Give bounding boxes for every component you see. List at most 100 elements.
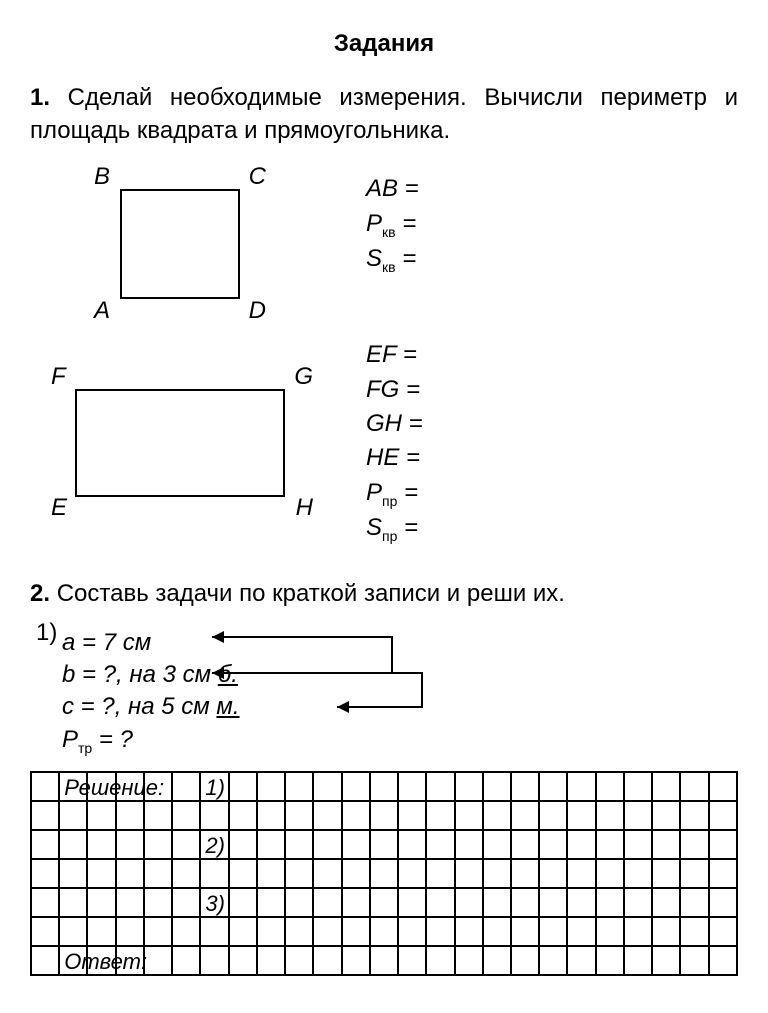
grid-cell[interactable]	[229, 917, 257, 946]
grid-cell[interactable]	[31, 801, 59, 830]
grid-cell[interactable]	[596, 888, 624, 917]
grid-cell[interactable]	[426, 888, 454, 917]
grid-cell[interactable]	[87, 801, 115, 830]
grid-cell[interactable]	[116, 917, 144, 946]
grid-cell[interactable]	[596, 946, 624, 975]
grid-cell[interactable]	[313, 772, 341, 801]
grid-cell[interactable]	[426, 830, 454, 859]
grid-cell[interactable]	[596, 859, 624, 888]
grid-cell[interactable]	[567, 772, 595, 801]
grid-cell[interactable]	[652, 801, 680, 830]
grid-cell[interactable]	[652, 859, 680, 888]
grid-cell[interactable]	[624, 830, 652, 859]
grid-cell[interactable]	[172, 946, 200, 975]
grid-cell[interactable]	[370, 801, 398, 830]
grid-cell[interactable]	[172, 772, 200, 801]
grid-cell[interactable]: 1)	[200, 772, 228, 801]
grid-cell[interactable]	[539, 830, 567, 859]
grid-cell[interactable]	[87, 859, 115, 888]
grid-cell[interactable]	[483, 917, 511, 946]
grid-cell[interactable]	[144, 801, 172, 830]
grid-cell[interactable]	[511, 801, 539, 830]
grid-cell[interactable]	[342, 888, 370, 917]
grid-cell[interactable]	[709, 888, 737, 917]
grid-cell[interactable]	[567, 946, 595, 975]
grid-cell[interactable]	[680, 888, 708, 917]
grid-cell[interactable]	[398, 888, 426, 917]
grid-cell[interactable]	[144, 888, 172, 917]
grid-cell[interactable]	[172, 830, 200, 859]
grid-cell[interactable]	[370, 830, 398, 859]
grid-cell[interactable]	[313, 859, 341, 888]
grid-cell[interactable]	[539, 859, 567, 888]
grid-cell[interactable]	[285, 772, 313, 801]
grid-cell[interactable]	[116, 859, 144, 888]
grid-cell[interactable]	[680, 830, 708, 859]
grid-cell[interactable]	[370, 859, 398, 888]
grid-cell[interactable]	[567, 859, 595, 888]
grid-cell[interactable]	[257, 888, 285, 917]
grid-cell[interactable]	[200, 859, 228, 888]
grid-cell[interactable]	[229, 801, 257, 830]
grid-cell[interactable]	[483, 859, 511, 888]
grid-cell[interactable]	[257, 946, 285, 975]
grid-cell[interactable]	[539, 917, 567, 946]
grid-cell[interactable]	[342, 772, 370, 801]
grid-cell[interactable]	[172, 888, 200, 917]
grid-cell[interactable]	[652, 888, 680, 917]
grid-cell[interactable]	[172, 917, 200, 946]
grid-cell[interactable]	[483, 830, 511, 859]
grid-cell[interactable]	[144, 859, 172, 888]
grid-cell[interactable]	[624, 917, 652, 946]
grid-cell[interactable]	[144, 917, 172, 946]
grid-cell[interactable]	[596, 917, 624, 946]
grid-cell[interactable]	[709, 830, 737, 859]
grid-cell[interactable]	[342, 946, 370, 975]
grid-cell[interactable]	[511, 917, 539, 946]
grid-cell[interactable]	[624, 801, 652, 830]
grid-cell[interactable]	[370, 772, 398, 801]
grid-cell[interactable]	[313, 946, 341, 975]
grid-cell[interactable]	[426, 772, 454, 801]
grid-cell[interactable]	[680, 859, 708, 888]
grid-cell[interactable]	[652, 946, 680, 975]
grid-cell[interactable]	[257, 772, 285, 801]
grid-cell[interactable]	[172, 859, 200, 888]
grid-cell[interactable]	[483, 772, 511, 801]
grid-cell[interactable]	[483, 888, 511, 917]
grid-cell[interactable]	[709, 917, 737, 946]
grid-cell[interactable]	[567, 917, 595, 946]
grid-cell[interactable]	[567, 801, 595, 830]
grid-cell[interactable]	[370, 946, 398, 975]
grid-cell[interactable]	[342, 830, 370, 859]
grid-cell[interactable]	[567, 888, 595, 917]
grid-cell[interactable]	[596, 772, 624, 801]
grid-cell[interactable]: Ответ:	[59, 946, 87, 975]
grid-cell[interactable]	[539, 801, 567, 830]
grid-cell[interactable]	[652, 917, 680, 946]
grid-cell[interactable]	[709, 859, 737, 888]
grid-cell[interactable]	[398, 917, 426, 946]
grid-cell[interactable]	[455, 830, 483, 859]
grid-cell[interactable]	[511, 859, 539, 888]
grid-cell[interactable]	[370, 888, 398, 917]
grid-cell[interactable]	[116, 772, 144, 801]
grid-cell[interactable]	[31, 888, 59, 917]
grid-cell[interactable]	[200, 801, 228, 830]
grid-cell[interactable]	[229, 946, 257, 975]
grid-cell[interactable]	[624, 859, 652, 888]
grid-cell[interactable]	[144, 772, 172, 801]
grid-cell[interactable]	[144, 946, 172, 975]
grid-cell[interactable]	[116, 888, 144, 917]
grid-cell[interactable]	[342, 917, 370, 946]
grid-cell[interactable]	[285, 830, 313, 859]
grid-cell[interactable]	[87, 946, 115, 975]
grid-cell[interactable]	[624, 888, 652, 917]
grid-cell[interactable]	[398, 830, 426, 859]
grid-cell[interactable]	[257, 801, 285, 830]
grid-cell[interactable]	[229, 859, 257, 888]
grid-cell[interactable]	[229, 772, 257, 801]
grid-cell[interactable]	[229, 888, 257, 917]
grid-cell[interactable]	[59, 917, 87, 946]
grid-cell[interactable]	[709, 801, 737, 830]
